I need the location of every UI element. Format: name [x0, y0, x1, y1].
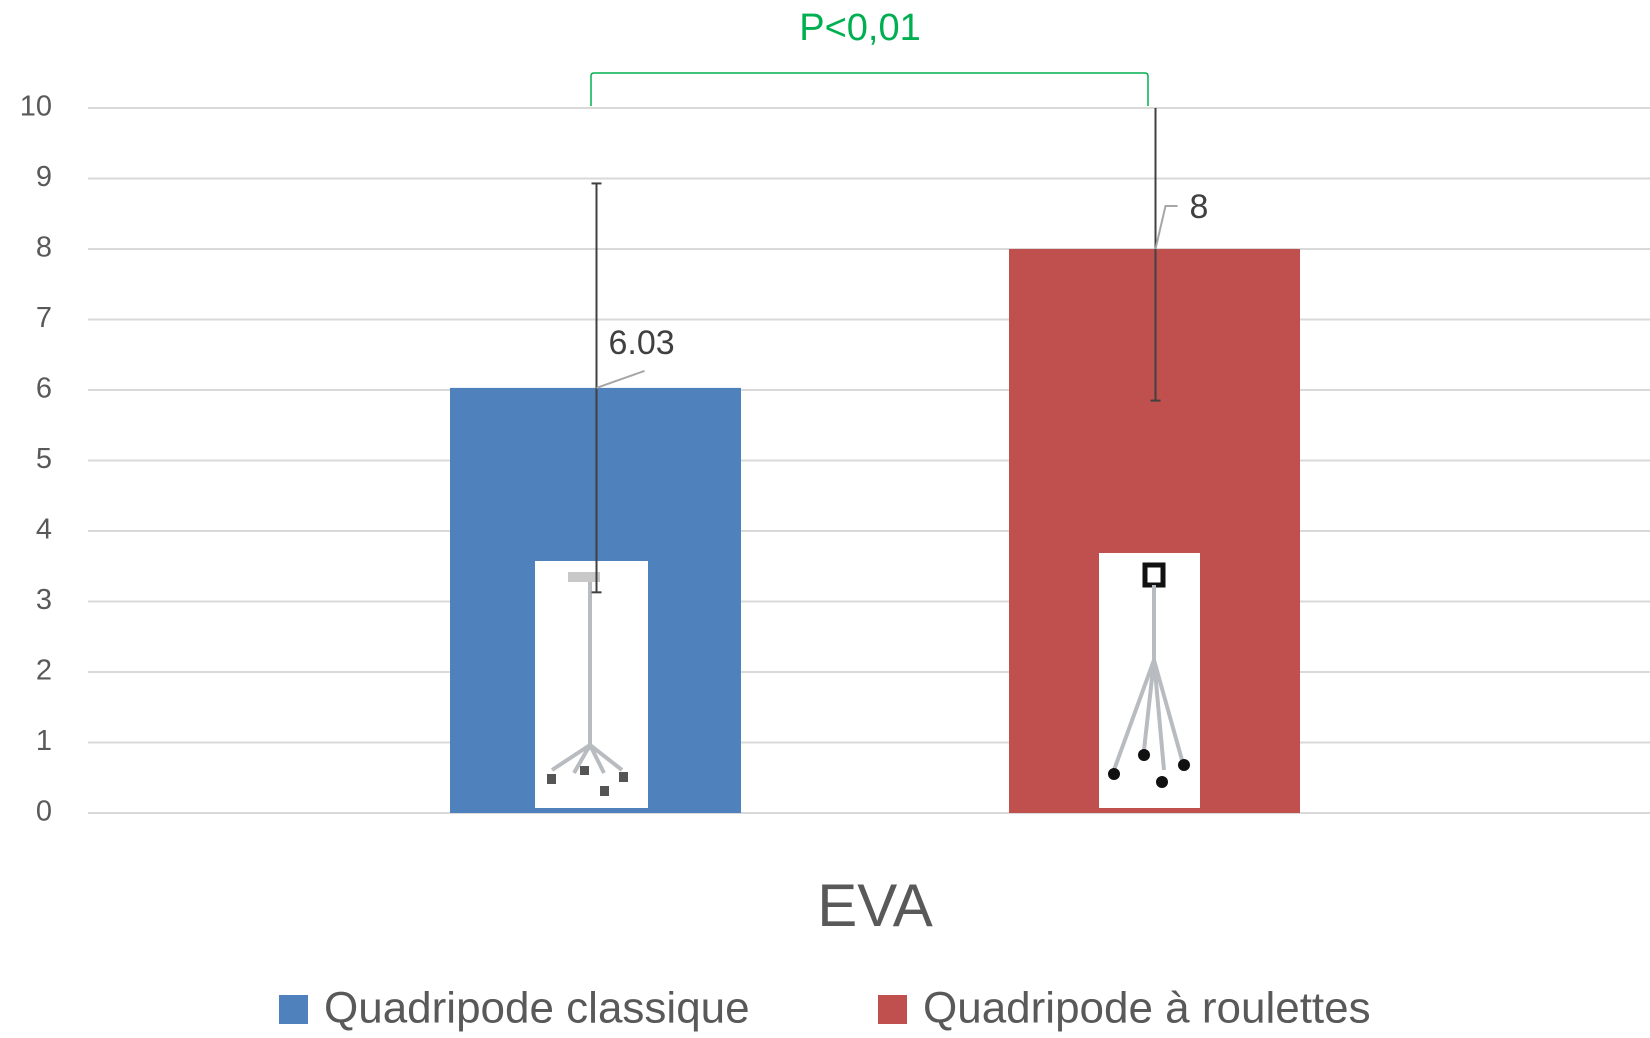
y-tick-label: 0 [36, 796, 52, 828]
data-label: 8 [1190, 188, 1209, 226]
data-label: 6.03 [609, 324, 675, 362]
leader-line [1154, 205, 1178, 250]
cane-pictures [535, 553, 1200, 808]
y-tick-label: 9 [36, 161, 52, 193]
classic-cane-picture [535, 561, 648, 808]
wheeled-cane-picture [1099, 553, 1200, 808]
y-tick-label: 4 [36, 514, 52, 546]
x-tick-label: EVA [817, 872, 933, 939]
y-tick-label: 8 [36, 232, 52, 264]
y-tick-label: 2 [36, 655, 52, 687]
y-tick-label: 1 [36, 725, 52, 757]
annotation: P<0,01 [799, 7, 921, 49]
y-tick-label: 10 [20, 91, 52, 123]
legend-swatch [279, 995, 308, 1024]
y-tick-label: 5 [36, 443, 52, 475]
legend-label: Quadripode à roulettes [923, 984, 1371, 1033]
significance-bracket [590, 72, 1149, 106]
y-tick-label: 7 [36, 302, 52, 334]
legend-label: Quadripode classique [324, 984, 750, 1033]
y-tick-label: 3 [36, 584, 52, 616]
y-tick-label: 6 [36, 373, 52, 405]
leader-line [596, 369, 645, 389]
legend-swatch [878, 995, 907, 1024]
